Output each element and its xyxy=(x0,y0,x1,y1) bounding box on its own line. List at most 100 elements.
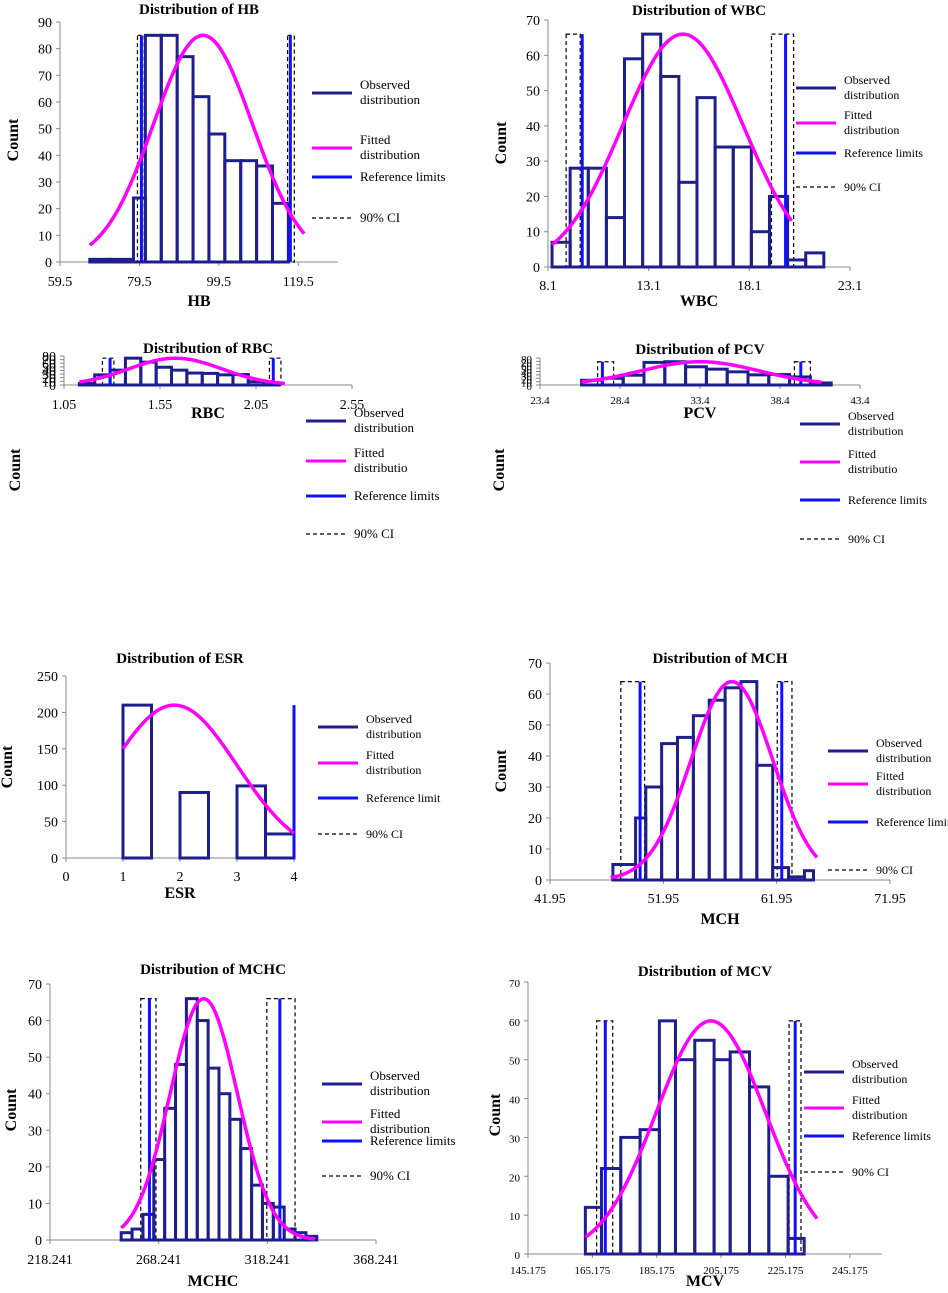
fitted-distribution-curve xyxy=(121,703,296,835)
histogram-bar xyxy=(185,371,204,387)
histogram-bar xyxy=(123,356,143,387)
y-tick-label: 30 xyxy=(509,1133,521,1145)
legend-label: Observed distribution xyxy=(366,712,421,741)
y-tick-label: 20 xyxy=(42,372,56,387)
histogram-bar xyxy=(802,869,816,882)
legend-label: 90% CI xyxy=(844,180,881,194)
y-tick-label: 200 xyxy=(37,706,58,721)
y-tick-label: 50 xyxy=(42,361,56,376)
histogram-bar xyxy=(206,1066,221,1242)
x-tick-label: 165.175 xyxy=(574,1265,610,1277)
x-tick-label: 23.1 xyxy=(838,279,863,294)
x-tick-label: 8.1 xyxy=(539,279,557,294)
legend-label: 90% CI xyxy=(354,526,394,541)
x-tick-label: 33.4 xyxy=(690,395,710,407)
histogram-bar xyxy=(207,132,227,264)
legend-label: Observed distribution xyxy=(844,73,899,102)
y-tick-label: 60 xyxy=(526,49,540,64)
y-tick-label: 10 xyxy=(38,229,52,244)
histogram-bar xyxy=(216,373,235,387)
histogram-bar xyxy=(707,698,727,882)
y-tick-label: 10 xyxy=(509,1211,521,1223)
y-tick-label: 40 xyxy=(526,120,540,135)
x-tick-label: 218.241 xyxy=(27,1253,73,1268)
histogram-bar xyxy=(695,96,717,269)
y-tick-label: 70 xyxy=(526,14,540,29)
y-tick-label: 20 xyxy=(528,812,542,827)
histogram-bar xyxy=(178,790,210,860)
y-axis-label: Count xyxy=(487,1093,504,1136)
legend-label: Reference limits xyxy=(360,169,446,184)
y-tick-label: 50 xyxy=(521,364,533,376)
histogram-bar xyxy=(191,95,211,264)
y-tick-label: 10 xyxy=(528,843,542,858)
y-tick-label: 70 xyxy=(521,357,533,369)
x-tick-label: 79.5 xyxy=(127,275,152,290)
histogram-bar xyxy=(108,257,135,264)
y-tick-label: 60 xyxy=(28,1015,42,1030)
chart-title: Distribution of MCHC xyxy=(140,962,286,978)
histogram-bar xyxy=(767,194,790,269)
x-tick-label: 119.5 xyxy=(283,275,314,290)
chart-title: Distribution of RBC xyxy=(143,341,273,357)
legend-label: Observed distribution xyxy=(370,1068,430,1098)
y-tick-label: 40 xyxy=(38,149,52,164)
x-axis-label: HB xyxy=(187,293,210,310)
x-axis-label: PCV xyxy=(684,405,717,422)
chart-title: Distribution of MCH xyxy=(653,651,788,667)
legend-label: Reference limits xyxy=(876,815,948,829)
chart-title: Distribution of ESR xyxy=(116,651,244,667)
x-tick-label: 2 xyxy=(177,870,184,885)
legend-label: Reference limits xyxy=(844,146,923,160)
y-tick-label: 30 xyxy=(42,368,56,383)
legend-label: Fitted distribution xyxy=(876,769,931,798)
y-tick-label: 50 xyxy=(526,85,540,100)
histogram-bar xyxy=(131,196,147,264)
y-tick-label: 40 xyxy=(42,365,56,380)
y-axis-label: Count xyxy=(491,448,508,491)
y-tick-label: 20 xyxy=(509,1172,521,1184)
y-tick-label: 0 xyxy=(49,379,56,394)
y-tick-label: 30 xyxy=(38,176,52,191)
legend-label: Observed distribution xyxy=(852,1057,907,1086)
y-tick-label: 70 xyxy=(28,978,42,993)
legend-label: Observed distribution xyxy=(354,405,414,435)
histogram-bar xyxy=(239,159,259,264)
ci-90-band xyxy=(596,361,615,386)
legend-label: Observed distribution xyxy=(876,736,931,765)
legend-label: 90% CI xyxy=(852,1165,889,1179)
histogram-bar xyxy=(250,1183,264,1242)
histogram-bar xyxy=(239,1147,254,1242)
histogram-bar xyxy=(767,1174,790,1256)
histogram-bar xyxy=(270,201,290,264)
fitted-distribution-curve xyxy=(550,32,794,247)
y-tick-label: 60 xyxy=(521,361,533,373)
y-tick-label: 0 xyxy=(533,261,540,276)
x-axis-label: ESR xyxy=(164,885,196,902)
histogram-bar xyxy=(723,686,743,882)
ci-90-band xyxy=(565,33,581,268)
y-tick-label: 20 xyxy=(526,190,540,205)
histogram-bar xyxy=(747,1085,771,1256)
chart-title: Distribution of PCV xyxy=(635,342,764,358)
x-tick-label: 13.1 xyxy=(636,279,661,294)
x-tick-label: 185.175 xyxy=(639,1265,675,1277)
y-tick-label: 80 xyxy=(521,354,533,366)
x-tick-label: 2.55 xyxy=(340,398,365,413)
y-axis-label: Count xyxy=(7,448,24,491)
fitted-distribution-curve xyxy=(581,359,822,384)
histogram-bar xyxy=(673,1058,697,1256)
y-tick-label: 90 xyxy=(38,16,52,31)
x-tick-label: 71.95 xyxy=(874,892,906,907)
legend-label: Fitted distribution xyxy=(852,1093,907,1122)
y-tick-label: 0 xyxy=(51,852,58,867)
y-tick-label: 70 xyxy=(42,354,56,369)
y-tick-label: 80 xyxy=(38,43,52,58)
histogram-bar xyxy=(174,1062,188,1242)
x-tick-label: 205.175 xyxy=(703,1265,739,1277)
x-tick-label: 18.1 xyxy=(737,279,762,294)
histogram-bar xyxy=(713,145,735,269)
histogram-bar xyxy=(77,382,97,387)
x-tick-label: 38.4 xyxy=(770,395,790,407)
